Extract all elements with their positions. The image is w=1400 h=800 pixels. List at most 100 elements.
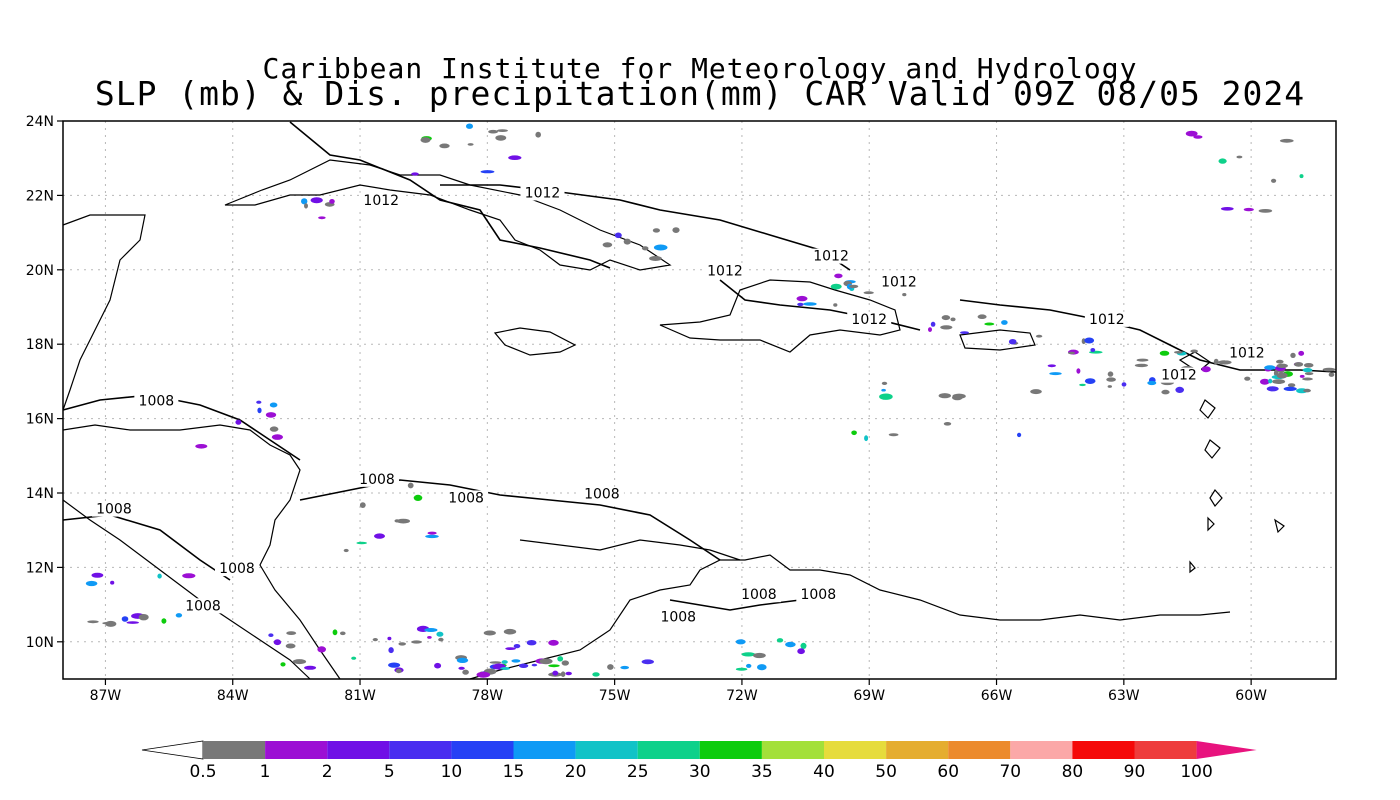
lat-tick-label: 20N <box>26 263 54 279</box>
precip-cell <box>265 412 277 418</box>
precip-cell <box>1260 378 1270 385</box>
precip-cell <box>466 123 473 129</box>
colorbar-label: 5 <box>384 762 395 782</box>
precip-cell <box>1258 209 1273 213</box>
precip-cell <box>984 322 995 326</box>
colorbar-segment <box>824 741 887 759</box>
precip-cell <box>182 573 196 579</box>
isobar-label: 1012 <box>1089 312 1125 328</box>
precip-cell <box>374 533 385 539</box>
precip-cell <box>1134 363 1148 368</box>
precip-cell <box>849 284 859 289</box>
precip-cell <box>1185 130 1198 137</box>
precip-cell <box>797 302 804 307</box>
precip-cell <box>1276 372 1288 379</box>
precip-cell <box>372 638 378 642</box>
precip-cell <box>1276 359 1284 364</box>
isobar-label: 1012 <box>851 312 887 328</box>
precip-cell <box>511 659 521 663</box>
precip-cell <box>1243 207 1254 212</box>
precip-cell <box>952 395 963 401</box>
precip-cell <box>439 143 450 149</box>
precip-cell <box>1304 372 1314 376</box>
colorbar-segment <box>699 741 762 759</box>
isobar-label-bg <box>214 561 259 577</box>
precip-cell <box>757 664 767 671</box>
isobar-label: 1008 <box>800 587 836 603</box>
precip-cell <box>1068 351 1075 355</box>
precip-cell <box>318 216 326 220</box>
precip-cell <box>1136 358 1149 362</box>
latitude-axis: 10N 12N 14N 16N 18N 20N 22N 24N <box>26 114 63 651</box>
lat-tick-label: 24N <box>26 114 54 130</box>
colorbar-label: 40 <box>813 762 835 782</box>
precip-cell <box>1001 320 1008 325</box>
precip-cell <box>359 502 366 508</box>
precip-cell <box>548 639 559 646</box>
colorbar-label: 50 <box>875 762 897 782</box>
precip-cell <box>317 646 327 653</box>
precip-cell <box>672 227 680 234</box>
isobar-label-bg <box>355 471 400 487</box>
precip-cell <box>1161 389 1170 395</box>
precip-cell <box>803 302 817 306</box>
precip-cell <box>1174 351 1183 354</box>
precip-cell <box>411 640 422 644</box>
precip-cell <box>483 630 496 636</box>
isobar-label: 1008 <box>219 561 255 577</box>
precip-cell <box>1266 386 1279 392</box>
precip-cell <box>438 637 444 642</box>
precip-cell <box>1244 376 1251 381</box>
precip-cell <box>864 435 869 442</box>
colorbar-label: 0.5 <box>189 762 216 782</box>
precip-cell <box>796 295 808 302</box>
precip-cell <box>1107 371 1114 377</box>
precip-cell <box>539 658 553 665</box>
precip-cell <box>607 664 614 670</box>
precip-cell <box>1047 364 1057 368</box>
precip-cell <box>427 636 432 639</box>
precip-cell <box>175 613 183 618</box>
colorbar-segment <box>575 741 638 759</box>
precip-cell <box>1271 178 1277 183</box>
colorbar-segment <box>948 741 1011 759</box>
precip-cell <box>1076 368 1081 374</box>
precip-cell <box>1084 337 1095 344</box>
precip-cell <box>301 198 308 205</box>
precip-cell <box>830 283 842 290</box>
precip-cell <box>458 666 465 670</box>
isobar-label-bg <box>702 263 747 279</box>
isobar-label: 1008 <box>139 394 175 410</box>
isobar-label-bg <box>1156 367 1201 383</box>
chart-title-product: SLP (mb) & Dis. precipitation(mm) CAR Va… <box>94 74 1306 113</box>
precip-cell <box>1121 382 1127 387</box>
precip-cell <box>256 400 262 404</box>
precip-cell <box>785 641 796 648</box>
precip-cell <box>505 647 516 650</box>
precip-cell <box>1220 207 1234 211</box>
precip-cell <box>518 663 529 668</box>
precip-cell <box>480 170 495 174</box>
precip-cell <box>351 656 357 660</box>
precip-cell <box>1302 368 1313 373</box>
precip-cell <box>1272 379 1286 384</box>
precip-cell <box>1290 352 1296 358</box>
isobar-label: 1008 <box>741 587 777 603</box>
precip-cell <box>268 633 274 637</box>
isobar-label: 1012 <box>813 249 849 265</box>
precip-cell <box>1264 365 1276 370</box>
precip-cell <box>1107 385 1113 388</box>
precip-cell <box>649 256 662 261</box>
precip-cell <box>1049 372 1062 376</box>
precip-cell <box>977 314 987 320</box>
precip-cell <box>269 402 278 408</box>
precip-cell <box>940 325 953 330</box>
precip-cell <box>269 426 279 432</box>
isobar-label-bg <box>520 185 565 201</box>
precip-cell <box>356 541 368 545</box>
colorbar-segment <box>389 741 452 759</box>
precip-cell <box>273 639 282 646</box>
precip-cell <box>500 667 511 670</box>
